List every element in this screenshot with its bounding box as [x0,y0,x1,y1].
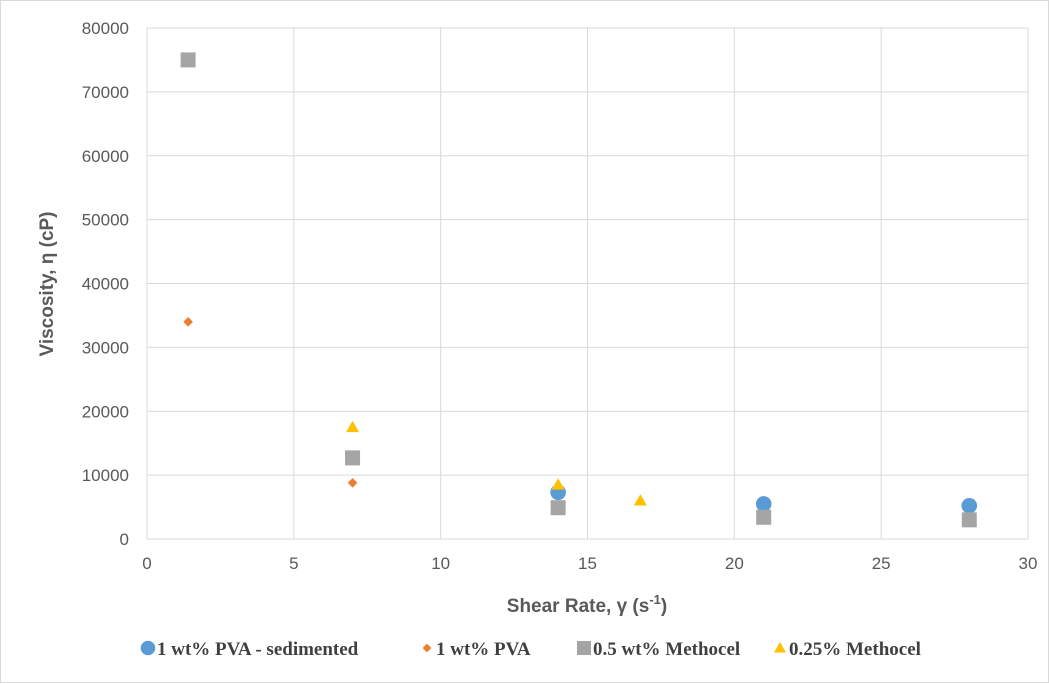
tick-labels: 0 10000 20000 30000 40000 50000 60000 70000 8000… [82,19,1038,573]
x-axis-title-superscript: -1 [649,592,661,607]
x-tick-label: 15 [578,554,597,573]
y-tick-label: 60000 [82,147,129,166]
y-tick-label: 80000 [82,19,129,38]
y-tick-label: 30000 [82,338,129,357]
x-tick-label: 5 [289,554,298,573]
data-point-circle [755,496,772,512]
legend-marker-circle [140,640,156,656]
legend-marker-diamond [422,643,432,653]
data-points [180,52,978,528]
data-point-triangle [551,478,565,490]
data-point-circle [961,497,978,514]
legend-label: 1 wt% PVA - sedimented [157,639,359,660]
data-point-square [756,509,772,525]
x-tick-label: 25 [872,554,891,573]
data-point-diamond [183,317,193,327]
y-tick-label: 0 [120,530,129,549]
x-tick-label: 0 [142,554,151,573]
x-tick-label: 30 [1019,554,1038,573]
data-point-square [961,512,977,528]
y-axis-title: Viscosity, η (cP) [37,211,58,356]
data-point-square [180,52,196,68]
legend-label: 0.25% Methocel [789,639,921,660]
data-point-triangle [346,420,360,433]
x-axis-title-suffix: ) [661,596,667,617]
legend-marker-triangle [774,642,786,653]
y-tick-label: 10000 [82,466,129,485]
grid [146,27,1029,540]
legend-label: 1 wt% PVA [436,639,531,660]
x-axis-title: Shear Rate, γ (s-1) [507,592,667,617]
data-point-diamond [347,477,358,488]
x-tick-label: 20 [725,554,744,573]
data-point-triangle [633,494,647,506]
y-tick-label: 20000 [82,402,129,421]
y-tick-label: 50000 [82,211,129,230]
data-point-square [550,500,566,516]
legend-label: 0.5 wt% Methocel [593,639,740,660]
legend: 1 wt% PVA - sedimented 1 wt% PVA 0.5 wt% M… [140,639,921,660]
x-axis-title-main: Shear Rate, γ (s [507,596,650,617]
y-tick-label: 70000 [82,83,129,102]
y-tick-label: 40000 [82,275,129,294]
data-point-square [345,450,361,466]
legend-marker-square [577,641,591,655]
x-tick-label: 10 [431,554,450,573]
